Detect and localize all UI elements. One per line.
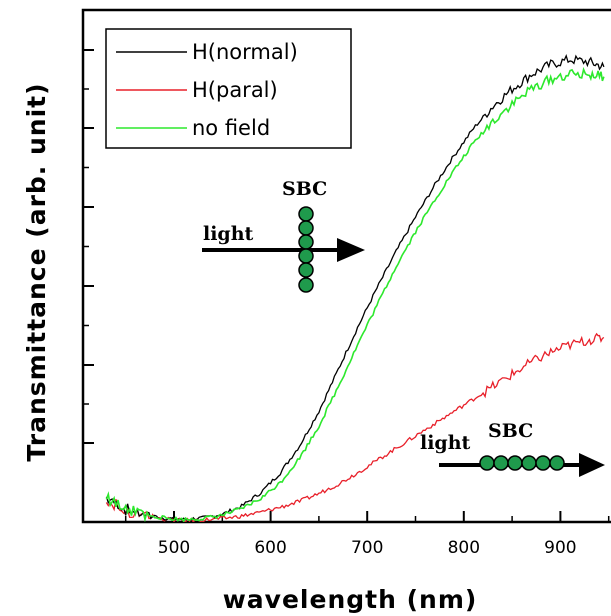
light-arrow-vertical-head	[337, 238, 365, 262]
sbc-chain-horizontal	[479, 455, 565, 471]
legend-label-no-field: no field	[192, 116, 270, 140]
series-line-no-field	[105, 66, 605, 522]
sbc-label-vertical: SBC	[282, 178, 327, 200]
plot-frame	[81, 8, 611, 524]
light-arrow-horizontal-head	[579, 453, 605, 477]
sbc-bead	[298, 206, 314, 222]
sbc-bead	[479, 455, 495, 471]
light-label-horizontal: light	[420, 432, 471, 454]
sbc-bead	[521, 455, 537, 471]
annotation-sbc-vertical: SBC light	[202, 178, 365, 293]
sbc-bead	[298, 277, 314, 293]
series-layer	[105, 54, 605, 522]
sbc-bead	[298, 220, 314, 236]
x-tick-label: 500	[158, 538, 190, 558]
sbc-bead	[549, 455, 565, 471]
x-tick-label: 800	[448, 538, 480, 558]
sbc-bead	[298, 234, 314, 250]
sbc-bead	[298, 248, 314, 264]
y-axis-title: Transmittance (arb. unit)	[22, 82, 51, 461]
legend: H(normal) H(paral) no field	[105, 28, 352, 149]
annotation-sbc-horizontal: SBC light	[420, 420, 605, 477]
x-axis-title: wavelength (nm)	[223, 585, 478, 614]
light-label-vertical: light	[203, 223, 254, 245]
y-axis-ticks	[83, 49, 94, 444]
legend-label-h-normal: H(normal)	[192, 40, 298, 64]
x-tick-label: 700	[351, 538, 383, 558]
sbc-label-horizontal: SBC	[488, 420, 533, 442]
sbc-bead	[298, 262, 314, 278]
x-tick-label: 900	[544, 538, 576, 558]
x-tick-label: 600	[254, 538, 286, 558]
legend-label-h-paral: H(paral)	[192, 78, 278, 102]
sbc-bead	[507, 455, 523, 471]
sbc-bead	[535, 455, 551, 471]
sbc-bead	[493, 455, 509, 471]
sbc-chain-vertical	[298, 206, 314, 293]
x-axis-ticks: 500 600 700 800 900	[124, 511, 610, 558]
legend-box	[105, 28, 352, 149]
